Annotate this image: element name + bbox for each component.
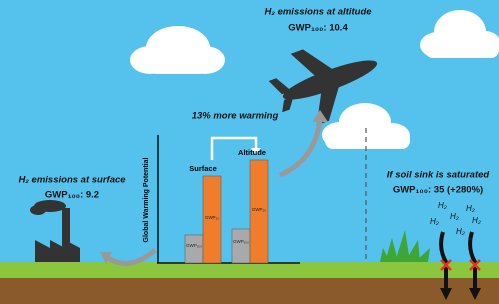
page: Global Warming Potential 13% more warmin… bbox=[0, 0, 499, 304]
altitude-title: H₂ emissions at altitude bbox=[264, 7, 372, 18]
axis-label: Global Warming Potential bbox=[143, 157, 150, 242]
bar-gwp100 bbox=[185, 235, 203, 263]
category-label: Altitude bbox=[238, 148, 266, 157]
surface-title: H₂ emissions at surface bbox=[18, 175, 126, 186]
annotation: 13% more warming bbox=[192, 111, 279, 122]
molecule-label: H₂ bbox=[430, 217, 439, 226]
category-label: Surface bbox=[189, 164, 217, 173]
soil-title: If soil sink is saturated bbox=[387, 170, 490, 181]
bar-label: GWP₂₀ bbox=[252, 207, 266, 212]
soil-band bbox=[0, 278, 499, 304]
bar-gwp100 bbox=[232, 229, 250, 263]
molecule-label: H₂ bbox=[472, 216, 481, 225]
molecule-label: H₂ bbox=[438, 201, 447, 210]
bar-label: GWP₁₀₀ bbox=[186, 243, 202, 248]
bar-label: GWP₂₀ bbox=[205, 215, 219, 220]
infographic: Global Warming Potential 13% more warmin… bbox=[0, 0, 499, 304]
altitude-gwp: GWP₁₀₀: 10.4 bbox=[288, 23, 348, 34]
molecule-label: H₂ bbox=[456, 227, 465, 236]
molecule-label: H₂ bbox=[466, 204, 475, 213]
molecule-label: H₂ bbox=[450, 212, 459, 221]
grass-band bbox=[0, 262, 499, 278]
surface-gwp: GWP₁₀₀: 9.2 bbox=[45, 190, 99, 201]
soil-gwp: GWP₁₀₀: 35 (+280%) bbox=[393, 185, 483, 196]
bar-label: GWP₁₀₀ bbox=[233, 239, 249, 244]
